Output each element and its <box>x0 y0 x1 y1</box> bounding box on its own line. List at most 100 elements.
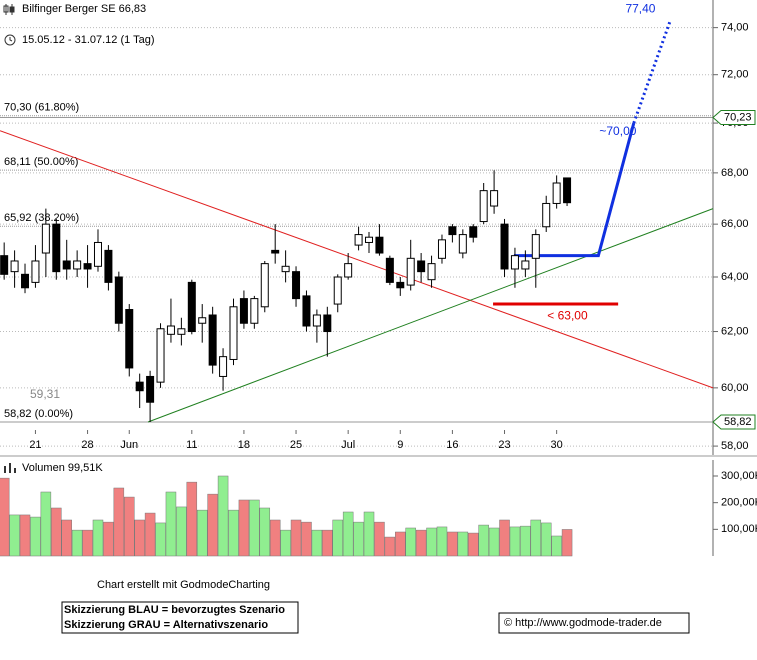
candle-body <box>146 375 155 403</box>
source-box <box>498 612 690 634</box>
volume-bar <box>30 516 41 557</box>
volume-bar <box>71 529 83 557</box>
volume-bar <box>467 532 479 557</box>
volume-icon-bar <box>9 463 11 473</box>
candle-body <box>469 226 478 238</box>
candle-body <box>73 260 82 270</box>
x-tick-label: 25 <box>290 439 302 451</box>
volume-bar <box>186 481 198 557</box>
candle-body <box>427 263 436 281</box>
y-tick-label: 66,00 <box>721 218 749 230</box>
volume-bar <box>457 531 469 557</box>
candle-body <box>62 260 71 270</box>
volume-bar <box>290 519 302 557</box>
trendline <box>513 122 636 258</box>
annotation: 77,40 <box>625 1 655 15</box>
volume-bar <box>395 531 406 557</box>
candle-body <box>31 260 40 283</box>
volume-bar <box>499 519 510 557</box>
candle-body <box>208 314 217 366</box>
x-tick-label: Jul <box>341 439 355 451</box>
volume-bar <box>540 522 552 557</box>
volume-bar <box>426 527 437 557</box>
volume-bar <box>415 529 427 557</box>
volume-tick-label: 300,00K <box>721 470 757 482</box>
volume-bar <box>61 519 72 557</box>
volume-tick-label: 100,00K <box>721 523 757 535</box>
candle-body <box>198 317 207 324</box>
y-tick-label: 68,00 <box>721 167 749 179</box>
candle-body <box>250 298 259 324</box>
candle-body <box>448 226 457 236</box>
volume-bar <box>332 519 343 557</box>
volume-bar <box>51 507 62 557</box>
trendline <box>632 20 672 124</box>
candle-body <box>354 234 363 246</box>
x-tick-label: 11 <box>186 439 197 451</box>
volume-bar <box>249 499 260 557</box>
volume-bar <box>259 507 271 557</box>
volume-bar <box>353 521 364 557</box>
candle-body <box>396 281 405 289</box>
candle-body <box>260 263 269 308</box>
candle-body <box>458 234 467 254</box>
y-tick-label: 72,00 <box>721 69 749 81</box>
volume-bar <box>124 496 135 557</box>
volume-bar <box>176 506 187 557</box>
volume-bar <box>530 519 542 557</box>
volume-bar <box>447 531 458 557</box>
legend-line: Skizzierung GRAU = Alternativszenario <box>64 619 268 631</box>
candle-body <box>114 276 123 324</box>
legend-line: Skizzierung BLAU = bevorzugtes Szenario <box>64 604 285 616</box>
candle-body <box>21 273 30 289</box>
candle-body <box>156 328 165 383</box>
volume-bar <box>374 521 385 557</box>
candle-body <box>510 255 519 270</box>
clock-icon <box>4 34 16 46</box>
volume-bar <box>92 519 104 557</box>
candle-body <box>406 257 415 286</box>
price-marker-label: 70,23 <box>724 111 752 123</box>
volume-bar <box>509 526 521 557</box>
candle-body <box>552 182 561 204</box>
candle-body <box>417 260 426 273</box>
volume-bar <box>520 525 531 557</box>
volume-bar <box>40 491 52 557</box>
candle-body <box>135 381 144 392</box>
candle-body <box>563 177 572 204</box>
credit: Chart erstellt mit GodmodeCharting <box>97 579 270 591</box>
volume-bar <box>405 527 416 557</box>
candle-body <box>323 314 332 333</box>
candle-body <box>93 241 102 267</box>
candle-body <box>219 356 228 377</box>
trendline <box>147 208 714 423</box>
candle-body <box>531 234 540 259</box>
candle-body <box>333 276 342 305</box>
candle-body <box>166 325 175 335</box>
price-marker-box <box>712 414 756 430</box>
x-tick-label: 21 <box>29 439 41 451</box>
chart-title: Bilfinger Berger SE 66,83 <box>22 3 146 15</box>
candle-body <box>239 298 248 324</box>
volume-bar <box>561 529 573 557</box>
candle-body <box>41 223 50 254</box>
x-tick-label: 28 <box>81 439 93 451</box>
price-marker-label: 58,82 <box>724 416 752 428</box>
candle-body <box>312 314 321 327</box>
volume-bar <box>155 522 166 557</box>
volume-icon-bar <box>4 466 6 473</box>
candle-body <box>271 249 280 254</box>
candle-body <box>375 236 384 254</box>
candle-body <box>104 249 113 283</box>
y-tick-label: 74,00 <box>721 22 749 34</box>
volume-bar <box>196 509 208 557</box>
ticker-icon <box>3 4 15 15</box>
candle-body <box>521 260 530 270</box>
candle-body <box>344 263 353 278</box>
volume-bar <box>280 529 291 557</box>
trendline <box>0 130 714 389</box>
volume-bar <box>322 529 333 557</box>
volume-bar <box>551 535 562 557</box>
candle-body <box>0 255 9 275</box>
